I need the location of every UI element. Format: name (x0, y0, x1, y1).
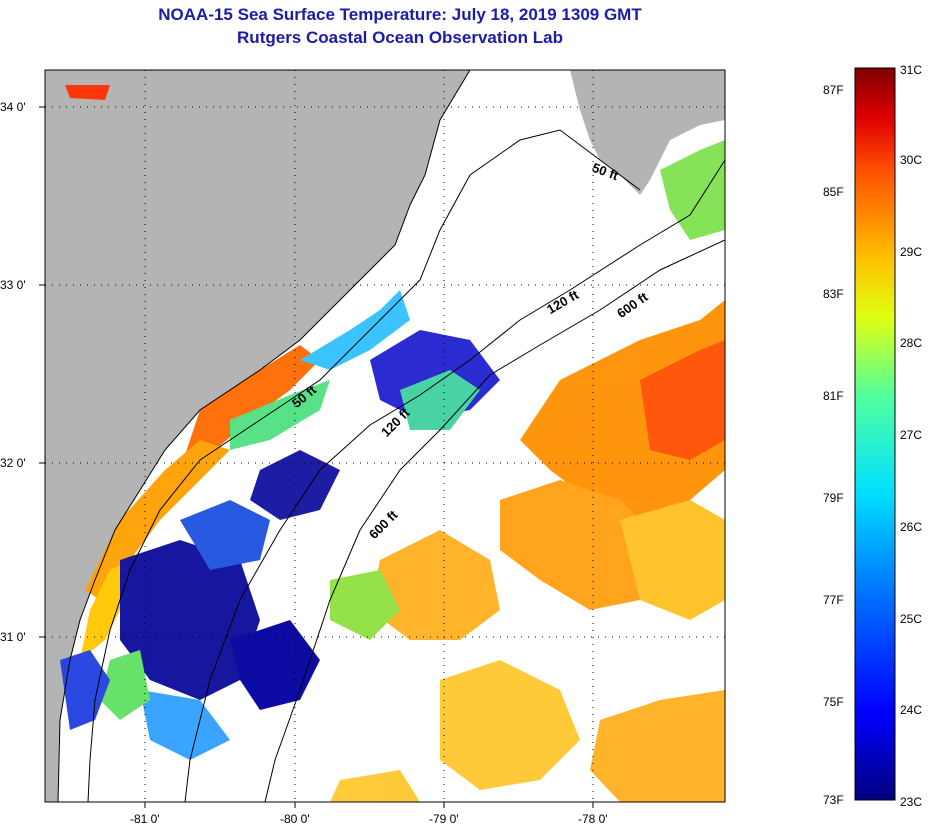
map-subtitle: Rutgers Coastal Ocean Observation Lab (237, 28, 563, 47)
colorbar-c-label: 23C (900, 795, 922, 809)
lon-label: -81 0' (130, 812, 160, 826)
contour-600ft (264, 239, 725, 802)
colorbar-f-label: 81F (823, 389, 844, 403)
colorbar-c-label: 31C (900, 63, 922, 77)
lon-label: -78 0' (578, 812, 608, 826)
colorbar-c-label: 26C (900, 520, 922, 534)
map-frame (44, 69, 726, 803)
colorbar-f-label: 85F (823, 185, 844, 199)
sst-field (60, 85, 725, 802)
colorbar-c-label: 25C (900, 612, 922, 626)
lon-label: -80 0' (280, 812, 310, 826)
contour-120ft (184, 159, 725, 802)
colorbar-c-label: 30C (900, 153, 922, 167)
lat-label: 31 0' (0, 630, 26, 644)
land-cape-fear (570, 70, 725, 195)
map-content: 50 ft 50 ft 120 ft 120 ft 600 ft 600 ft (45, 70, 725, 802)
colorbar-f-label: 87F (823, 83, 844, 97)
colorbar-f-label: 73F (823, 793, 844, 807)
colorbar (854, 67, 896, 801)
lon-label: -79 0' (429, 812, 459, 826)
coastline (57, 70, 471, 802)
colorbar-f-label: 77F (823, 593, 844, 607)
lat-label: 32 0' (0, 456, 26, 470)
lat-label: 34 0' (0, 100, 26, 114)
colorbar-f-label: 79F (823, 491, 844, 505)
colorbar-c-label: 28C (900, 336, 922, 350)
colorbar-c-label: 24C (900, 703, 922, 717)
colorbar-f-label: 75F (823, 695, 844, 709)
contour-50ft (87, 129, 641, 802)
axis-ticks (39, 106, 594, 808)
colorbar-f-label: 83F (823, 287, 844, 301)
colorbar-c-label: 27C (900, 428, 922, 442)
land-mass (45, 70, 470, 802)
colorbar-c-label: 29C (900, 245, 922, 259)
map-title: NOAA-15 Sea Surface Temperature: July 18… (158, 5, 642, 24)
lat-label: 33 0' (0, 278, 26, 292)
graticule (45, 70, 725, 802)
